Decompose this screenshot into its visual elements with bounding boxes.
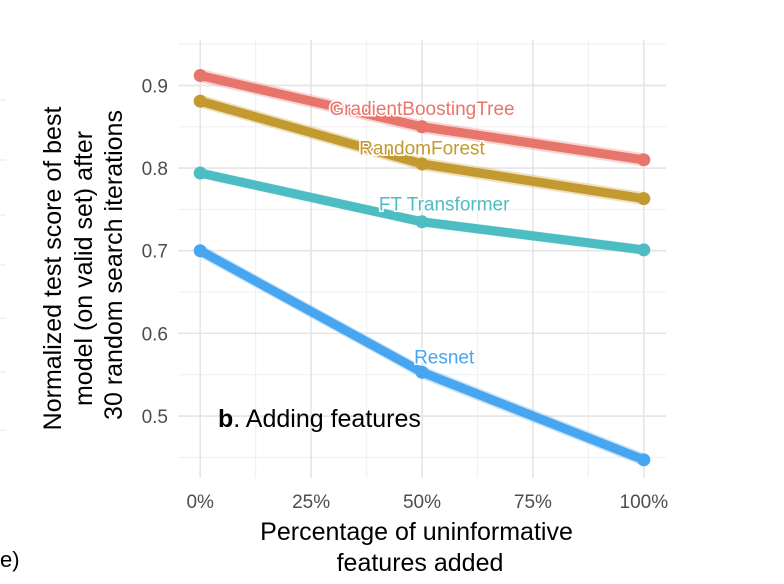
- x-tick-label: 50%: [403, 492, 441, 513]
- y-axis-title-line-2: model (on valid set) after: [70, 131, 98, 406]
- panel-letter: b: [218, 405, 233, 433]
- ft-transformer-point: [415, 215, 429, 229]
- ft-transformer-point: [193, 166, 207, 180]
- x-tick-label: 0%: [186, 492, 214, 513]
- randomforest-label: RandomForest: [359, 138, 485, 159]
- y-tick-label: 0.9: [142, 76, 168, 97]
- resnet-label: Resnet: [414, 348, 475, 369]
- y-tick-label: 0.8: [142, 159, 168, 180]
- resnet-ribbon: [200, 244, 644, 467]
- y-axis-title-line-3: 30 random search iterations: [100, 110, 128, 420]
- x-axis-title-line-1: Percentage of uninformative: [260, 518, 573, 546]
- x-axis-title: Percentage of uninformative features add…: [260, 518, 580, 577]
- ft-transformer-label: FT Transformer: [379, 195, 510, 216]
- y-tick-label: 0.5: [142, 407, 168, 428]
- x-tick-label: 100%: [620, 492, 669, 513]
- resnet-point: [415, 365, 429, 379]
- panel-title-text: . Adding features: [233, 405, 421, 433]
- tick-labels: 0% 25% 50% 75% 100% 0.5 0.6 0.7 0.8 0.9: [142, 76, 669, 513]
- y-axis-title-line-1: Normalized test score of best: [39, 107, 67, 431]
- panel-title: b. Adding features: [218, 405, 421, 433]
- x-axis-title-line-2: features added: [337, 549, 504, 577]
- x-tick-label: 75%: [514, 492, 552, 513]
- gradientboostingtree-label: GradientBoostingTree: [329, 99, 514, 120]
- randomforest-point: [193, 94, 207, 108]
- y-tick-label: 0.7: [142, 242, 168, 263]
- gradientboostingtree-point: [193, 69, 207, 83]
- series-points: [193, 69, 651, 467]
- grid: [178, 40, 666, 478]
- gradientboostingtree-point: [415, 120, 429, 134]
- gradientboostingtree-point: [637, 153, 651, 167]
- left-panel-cut-label: e): [0, 547, 20, 572]
- resnet-point: [193, 244, 207, 258]
- ft-transformer-point: [637, 243, 651, 257]
- x-tick-label: 25%: [292, 492, 330, 513]
- left-panel-remnant: [0, 99, 6, 431]
- randomforest-point: [637, 192, 651, 206]
- resnet-point: [637, 453, 651, 467]
- y-axis-title: Normalized test score of best model (on …: [39, 100, 128, 431]
- series-labels: GradientBoostingTree RandomForest FT Trans…: [328, 97, 516, 370]
- y-tick-label: 0.6: [142, 324, 168, 345]
- randomforest-point: [415, 157, 429, 171]
